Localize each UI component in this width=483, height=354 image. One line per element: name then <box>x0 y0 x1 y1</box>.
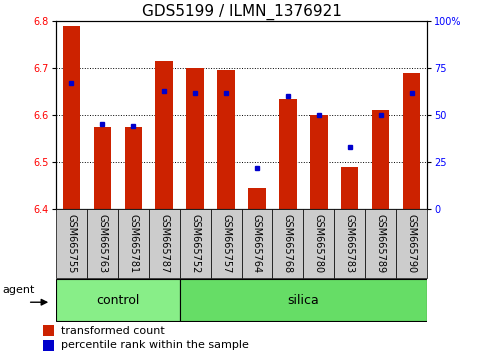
Text: silica: silica <box>287 293 319 307</box>
Bar <box>248 188 266 209</box>
Bar <box>366 209 397 278</box>
Bar <box>211 209 242 278</box>
Bar <box>62 26 80 209</box>
Text: control: control <box>96 293 139 307</box>
Bar <box>397 209 427 278</box>
Text: GSM665755: GSM665755 <box>66 214 76 273</box>
Text: transformed count: transformed count <box>61 326 165 336</box>
Bar <box>334 209 366 278</box>
Text: GSM665763: GSM665763 <box>97 214 107 273</box>
Text: GSM665757: GSM665757 <box>221 214 231 273</box>
Bar <box>86 209 117 278</box>
Text: GSM665768: GSM665768 <box>283 214 293 273</box>
Bar <box>156 61 172 209</box>
Text: GSM665752: GSM665752 <box>190 214 200 273</box>
Bar <box>43 325 54 336</box>
Bar <box>341 167 358 209</box>
Title: GDS5199 / ILMN_1376921: GDS5199 / ILMN_1376921 <box>142 4 341 20</box>
Bar <box>403 73 421 209</box>
Text: agent: agent <box>3 285 35 295</box>
Bar <box>43 340 54 351</box>
Bar <box>125 127 142 209</box>
Text: GSM665780: GSM665780 <box>314 214 324 273</box>
Text: GSM665781: GSM665781 <box>128 214 138 273</box>
Bar <box>186 68 203 209</box>
Bar <box>180 279 427 321</box>
Text: percentile rank within the sample: percentile rank within the sample <box>61 341 249 350</box>
Bar <box>372 110 389 209</box>
Bar <box>117 209 149 278</box>
Bar <box>56 279 180 321</box>
Text: GSM665783: GSM665783 <box>345 214 355 273</box>
Text: GSM665787: GSM665787 <box>159 214 169 273</box>
Bar <box>311 115 327 209</box>
Bar <box>94 127 111 209</box>
Bar <box>149 209 180 278</box>
Text: GSM665790: GSM665790 <box>407 214 417 273</box>
Text: GSM665789: GSM665789 <box>376 214 386 273</box>
Text: GSM665764: GSM665764 <box>252 214 262 273</box>
Bar <box>242 209 272 278</box>
Bar <box>56 209 86 278</box>
Bar <box>303 209 334 278</box>
Bar <box>272 209 303 278</box>
Bar <box>180 209 211 278</box>
Bar <box>217 70 235 209</box>
Bar <box>280 99 297 209</box>
